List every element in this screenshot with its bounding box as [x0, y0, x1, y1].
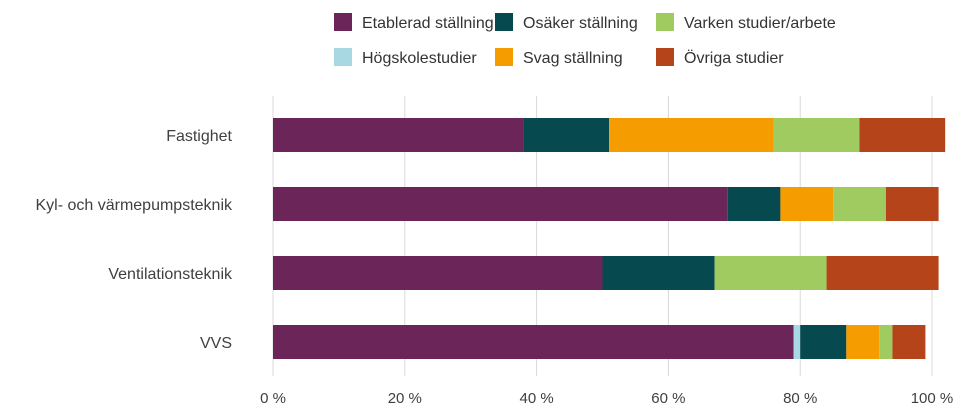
- bar-fastighet-2: [523, 118, 610, 152]
- legend-swatch: [656, 48, 674, 66]
- x-tick-label: 100 %: [911, 390, 954, 407]
- bar-kyl-och-värmepumpsteknik-4: [833, 187, 886, 221]
- category-label: VVS: [200, 335, 232, 352]
- legend-swatch: [334, 13, 352, 31]
- bar-fastighet-3: [609, 118, 774, 152]
- legend-swatch: [495, 13, 513, 31]
- bar-fastighet-0: [273, 118, 524, 152]
- bar-fastighet-5: [859, 118, 946, 152]
- bars: [273, 118, 946, 359]
- bar-vvs-1: [793, 325, 801, 359]
- category-labels: Fastighet Kyl- och värmepumpsteknik Ventil…: [35, 128, 233, 352]
- bar-ventilationsteknik-0: [273, 256, 603, 290]
- bar-vvs-4: [879, 325, 893, 359]
- legend-label: Etablerad ställning: [362, 15, 494, 32]
- bar-vvs-3: [846, 325, 880, 359]
- legend-swatch: [495, 48, 513, 66]
- bar-vvs-0: [273, 325, 794, 359]
- category-label: Fastighet: [166, 128, 232, 145]
- bar-fastighet-4: [773, 118, 860, 152]
- category-label: Ventilationsteknik: [108, 266, 233, 283]
- x-tick-label: 40 %: [519, 390, 553, 407]
- legend-swatch: [656, 13, 674, 31]
- legend-label: Varken studier/arbete: [684, 15, 836, 32]
- bar-ventilationsteknik-2: [602, 256, 715, 290]
- legend-label: Högskolestudier: [362, 50, 477, 67]
- x-axis-tick-labels: 0 % 20 % 40 % 60 % 80 % 100 %: [260, 390, 953, 407]
- legend-label: Övriga studier: [684, 49, 784, 67]
- bar-kyl-och-värmepumpsteknik-3: [780, 187, 834, 221]
- bar-kyl-och-värmepumpsteknik-2: [727, 187, 781, 221]
- bar-kyl-och-värmepumpsteknik-0: [273, 187, 728, 221]
- bar-vvs-2: [800, 325, 847, 359]
- bar-vvs-5: [892, 325, 926, 359]
- x-tick-label: 0 %: [260, 390, 286, 407]
- bar-ventilationsteknik-4: [714, 256, 827, 290]
- bar-ventilationsteknik-5: [826, 256, 939, 290]
- legend-label: Osäker ställning: [523, 15, 638, 32]
- legend-swatch: [334, 48, 352, 66]
- legend-label: Svag ställning: [523, 50, 623, 67]
- x-tick-label: 60 %: [651, 390, 685, 407]
- category-label: Kyl- och värmepumpsteknik: [35, 197, 233, 214]
- bar-kyl-och-värmepumpsteknik-5: [885, 187, 939, 221]
- legend: Etablerad ställning Osäker ställning Varke…: [334, 13, 836, 67]
- x-tick-label: 80 %: [783, 390, 817, 407]
- x-tick-label: 20 %: [388, 390, 422, 407]
